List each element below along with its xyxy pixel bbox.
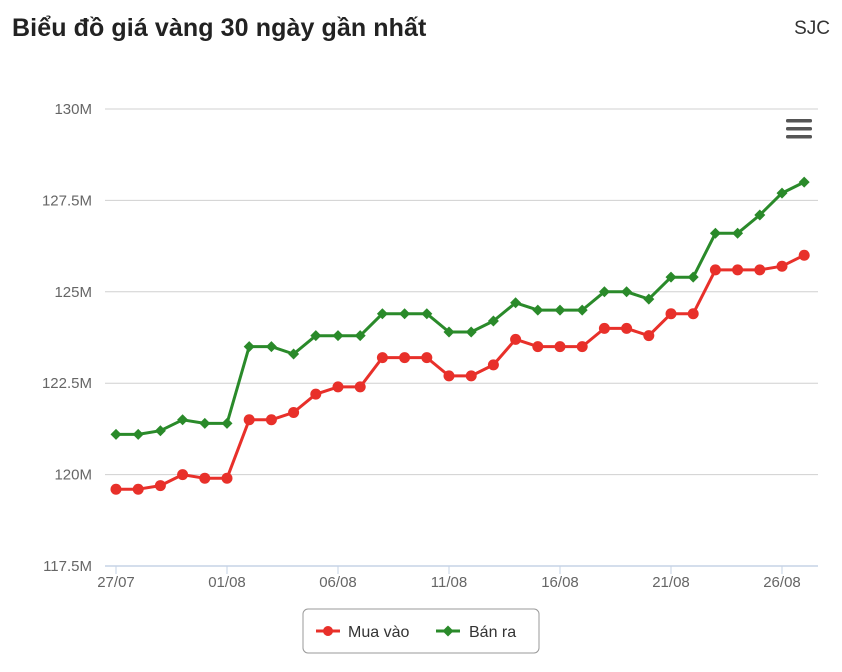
data-point[interactable] [332, 381, 344, 393]
series-layer [110, 176, 810, 495]
data-point[interactable] [154, 425, 166, 437]
data-point[interactable] [177, 469, 189, 481]
data-point[interactable] [465, 370, 477, 382]
x-tick-label: 11/08 [431, 574, 467, 591]
data-point[interactable] [776, 260, 788, 272]
data-point[interactable] [177, 414, 189, 426]
data-point[interactable] [487, 315, 499, 327]
data-point[interactable] [199, 417, 211, 429]
legend-label-ban-ra: Bán ra [469, 624, 516, 641]
data-point[interactable] [376, 352, 388, 364]
data-point[interactable] [443, 370, 455, 382]
series-line [116, 253, 805, 491]
data-point[interactable] [399, 308, 411, 320]
brand-label: SJC [794, 18, 830, 39]
y-tick-label: 120M [54, 467, 92, 484]
data-point[interactable] [643, 330, 655, 342]
data-point[interactable] [443, 326, 455, 338]
data-point[interactable] [510, 297, 522, 309]
data-point[interactable] [465, 326, 477, 338]
data-point[interactable] [265, 414, 277, 426]
data-point[interactable] [665, 271, 677, 283]
y-tick-label: 122.5M [42, 375, 92, 392]
chart-header: Biểu đồ giá vàng 30 ngày gần nhất SJC [0, 0, 842, 60]
data-point[interactable] [754, 264, 766, 276]
data-point[interactable] [221, 417, 233, 429]
data-point[interactable] [687, 308, 699, 320]
data-point[interactable] [532, 304, 544, 316]
data-point[interactable] [243, 414, 255, 426]
series-ban-ra [110, 176, 810, 440]
x-tick-label: 21/08 [652, 574, 690, 591]
data-point[interactable] [288, 348, 300, 360]
data-point[interactable] [265, 341, 277, 353]
data-point[interactable] [554, 341, 566, 353]
data-point[interactable] [510, 333, 522, 345]
data-point[interactable] [687, 271, 699, 283]
data-point[interactable] [310, 388, 322, 400]
data-point[interactable] [310, 330, 322, 342]
data-point[interactable] [421, 308, 433, 320]
data-point[interactable] [643, 293, 655, 305]
x-tick-label: 27/07 [97, 574, 135, 591]
legend-marker-mua-vao [323, 626, 333, 636]
data-point[interactable] [332, 330, 344, 342]
data-point[interactable] [665, 308, 677, 320]
data-point[interactable] [732, 264, 744, 276]
data-point[interactable] [798, 249, 810, 261]
series-mua-vao [110, 249, 810, 495]
data-point[interactable] [399, 352, 411, 364]
y-tick-label: 130M [54, 101, 92, 118]
data-point[interactable] [132, 483, 144, 495]
legend-marker-ban-ra [442, 625, 454, 637]
data-point[interactable] [110, 428, 122, 440]
data-point[interactable] [754, 209, 766, 221]
data-point[interactable] [709, 227, 721, 239]
data-point[interactable] [798, 176, 810, 188]
legend-item-mua-vao[interactable]: Mua vào [316, 624, 409, 641]
data-point[interactable] [243, 341, 255, 353]
data-point[interactable] [487, 359, 499, 371]
legend: Mua vào Bán ra [302, 608, 540, 654]
chart-title: Biểu đồ giá vàng 30 ngày gần nhất [12, 14, 427, 42]
data-point[interactable] [221, 472, 233, 484]
y-tick-label: 125M [54, 284, 92, 301]
data-point[interactable] [288, 406, 300, 418]
data-point[interactable] [421, 352, 433, 364]
data-point[interactable] [598, 286, 610, 298]
data-point[interactable] [576, 341, 588, 353]
data-point[interactable] [376, 308, 388, 320]
y-tick-label: 127.5M [42, 192, 92, 209]
data-point[interactable] [554, 304, 566, 316]
data-point[interactable] [621, 322, 633, 334]
x-tick-label: 01/08 [208, 574, 246, 591]
legend-label-mua-vao: Mua vào [348, 624, 409, 641]
data-point[interactable] [598, 322, 610, 334]
series-line [116, 180, 805, 436]
data-point[interactable] [110, 483, 122, 495]
x-tick-label: 26/08 [763, 574, 801, 591]
x-tick-label: 06/08 [319, 574, 357, 591]
data-point[interactable] [621, 286, 633, 298]
grid-lines: 130M 127.5M 125M 122.5M 120M 117.5M [42, 101, 818, 575]
data-point[interactable] [199, 472, 211, 484]
x-axis: 27/07 01/08 06/08 11/08 16/08 21/08 26/08 [97, 565, 818, 591]
x-tick-label: 16/08 [541, 574, 579, 591]
hamburger-menu-icon[interactable] [784, 115, 814, 145]
data-point[interactable] [154, 480, 166, 492]
data-point[interactable] [576, 304, 588, 316]
legend-item-ban-ra[interactable]: Bán ra [436, 624, 516, 641]
data-point[interactable] [709, 264, 721, 276]
y-tick-label: 117.5M [43, 558, 92, 575]
data-point[interactable] [132, 428, 144, 440]
data-point[interactable] [732, 227, 744, 239]
data-point[interactable] [354, 381, 366, 393]
data-point[interactable] [532, 341, 544, 353]
data-point[interactable] [776, 187, 788, 199]
data-point[interactable] [354, 330, 366, 342]
